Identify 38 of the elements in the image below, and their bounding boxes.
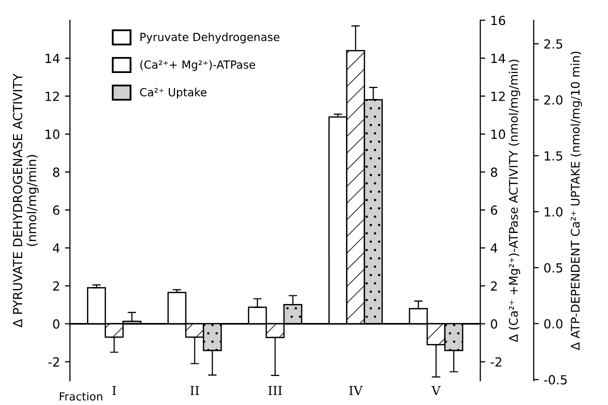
y3-tick-label: 2.0	[544, 95, 562, 105]
y-tick-label: 6	[53, 205, 60, 215]
y-tick-label: 10	[46, 130, 60, 140]
y-tick-label: -2	[48, 357, 59, 366]
y2-axis-title: Δ (Ca²⁺ +Mg²⁺)-ATPase ACTIVITY (nmol/mg/min)	[508, 60, 520, 342]
y3-tick-label: 2.5	[544, 39, 562, 49]
y-tick-label: 0	[53, 319, 60, 329]
y2-tick-label: 8	[490, 167, 498, 177]
y-tick-label: 14	[46, 54, 60, 63]
y2-tick-label: 4	[490, 244, 498, 253]
legend-label: Ca²⁺ Uptake	[140, 88, 206, 99]
y3-tick-label: 1.0	[544, 207, 562, 217]
y2-tick-label: 12	[491, 92, 505, 101]
y2-tick-label: 14	[491, 54, 506, 63]
y2-tick-label: -2	[490, 357, 502, 366]
y3-axis-title: Δ ATP-DEPENDENT Ca²⁺ UPTAKE (nmol/mg/10 min)	[570, 52, 582, 350]
y2-tick-label: 10	[491, 130, 506, 140]
x-tick-label: II	[190, 386, 199, 396]
x-tick-label: V	[431, 386, 441, 396]
y-tick-label: 2	[53, 281, 59, 291]
y3-tick-label: 0.0	[544, 319, 562, 329]
y2-tick-label: 2	[490, 281, 497, 291]
y2-tick-label: 16	[491, 16, 506, 26]
legend-label: Pyruvate Dehydrogenase	[140, 32, 280, 44]
text: Fraction	[60, 392, 102, 401]
y-axis-title: Δ PYRUVATE DEHYDROGENASE ACTIVITY (nmol/mg/min)	[12, 73, 39, 328]
x-tick-label: III	[268, 386, 282, 396]
y-tick-label: 8	[53, 167, 60, 177]
legend-label: (Ca²⁺+ Mg²⁺)-ATPase	[140, 60, 256, 71]
y3-tick-label: 1.5	[544, 151, 562, 161]
y2-tick-label: 0	[490, 319, 498, 329]
y2-tick-label: 6	[490, 205, 498, 215]
y-tick-label: 4	[52, 244, 60, 253]
y3-tick-label: 0.5	[544, 263, 562, 273]
y-tick-label: 12	[46, 92, 59, 101]
y3-tick-label: -0.5	[544, 375, 567, 385]
x-tick-label: I	[112, 386, 116, 396]
x-tick-label: IV	[349, 386, 363, 396]
